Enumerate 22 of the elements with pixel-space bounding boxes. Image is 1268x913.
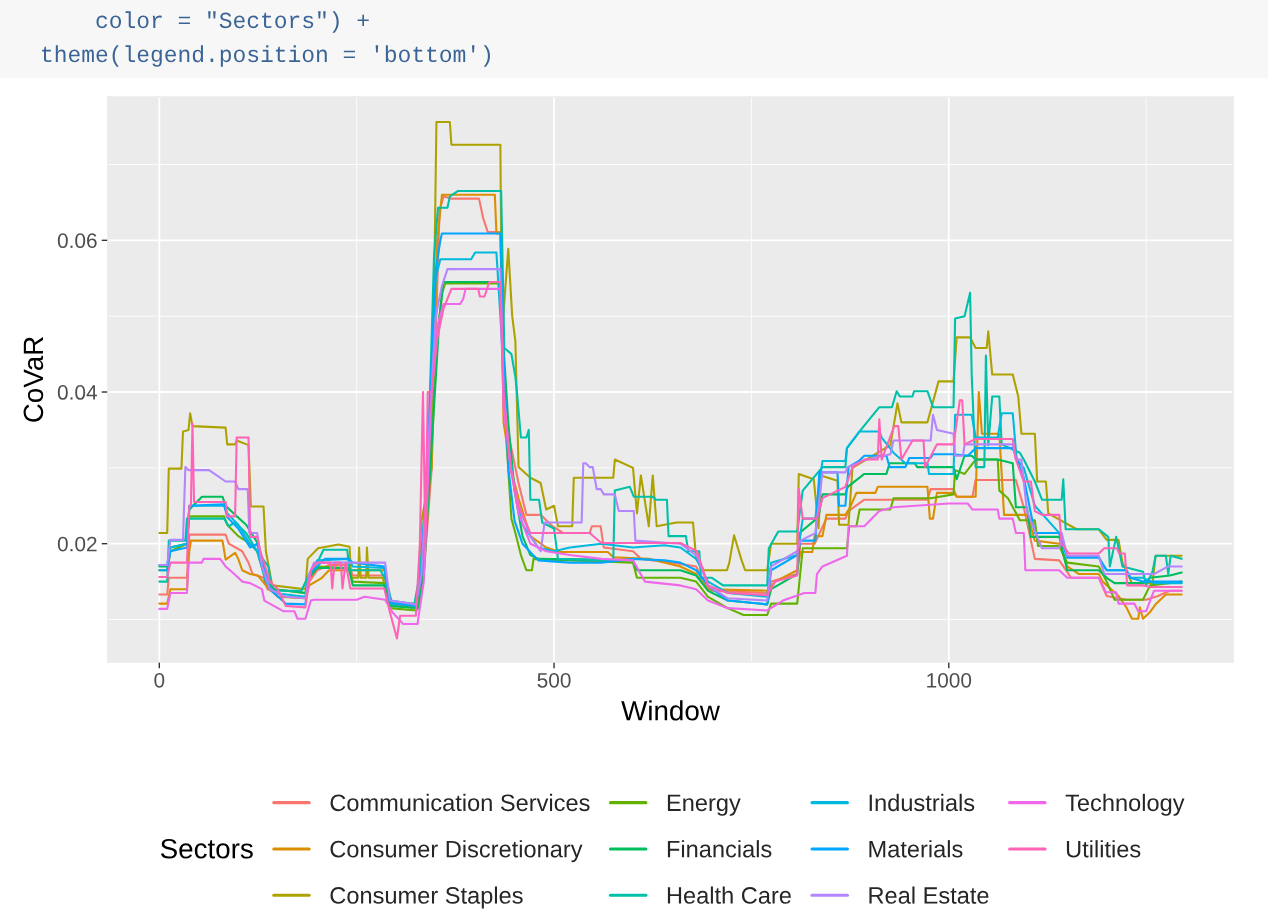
legend-label: Financials bbox=[667, 840, 772, 858]
legend-label: Industrials bbox=[869, 793, 975, 812]
legend-label: Energy bbox=[667, 794, 741, 816]
y-tick-label: 0.02 bbox=[57, 536, 97, 552]
text: theme(legend.position = 'bottom') bbox=[42, 45, 490, 67]
legend-label: Utilities bbox=[1066, 840, 1141, 858]
y-tick-label: 0.06 bbox=[57, 233, 97, 249]
y-axis-title: CoVaR bbox=[23, 337, 44, 422]
legend-title: Sectors bbox=[160, 838, 253, 859]
legend-label: Materials bbox=[869, 840, 963, 858]
legend-label: Consumer Staples bbox=[330, 886, 523, 909]
x-tick-label: 0 bbox=[154, 672, 165, 688]
legend-label: Health Care bbox=[667, 886, 791, 904]
legend-label: Real Estate bbox=[869, 886, 989, 904]
legend-label: Technology bbox=[1065, 793, 1185, 816]
text: color = "Sectors") + bbox=[96, 11, 369, 33]
legend-label: Communication Services bbox=[330, 793, 590, 812]
y-tick-label: 0.04 bbox=[57, 385, 97, 400]
legend-label: Consumer Discretionary bbox=[330, 840, 583, 863]
x-tick-label: 1000 bbox=[927, 672, 972, 688]
x-axis-title: Window bbox=[621, 700, 720, 721]
x-tick-label: 500 bbox=[537, 672, 571, 688]
